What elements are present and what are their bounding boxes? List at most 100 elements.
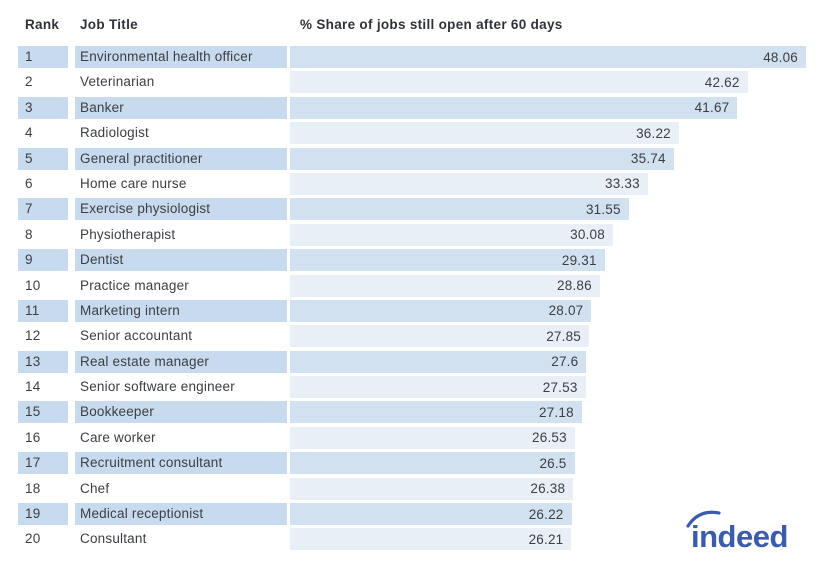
value-bar: 27.53 bbox=[290, 376, 586, 399]
rank-cell: 12 bbox=[25, 328, 41, 344]
value-bar: 29.31 bbox=[290, 249, 605, 272]
rank-cell: 18 bbox=[25, 480, 41, 496]
job-title-cell: Environmental health officer bbox=[75, 46, 287, 68]
rank-cell: 4 bbox=[25, 125, 33, 141]
value-bar: 35.74 bbox=[290, 147, 674, 170]
value-bar: 41.67 bbox=[290, 96, 738, 119]
rank-cell: 11 bbox=[18, 299, 68, 322]
value-label: 29.31 bbox=[561, 252, 597, 268]
logo-wordmark: indeed bbox=[691, 519, 788, 554]
table-row: 6 Home care nurse 33.33 bbox=[18, 172, 806, 195]
value-bar: 30.08 bbox=[290, 223, 613, 246]
bar-track: 26.38 bbox=[290, 477, 806, 500]
bar-track: 48.06 bbox=[290, 46, 806, 68]
bar-track: 27.53 bbox=[290, 376, 806, 399]
rank-cell: 2 bbox=[25, 74, 33, 90]
value-label: 27.85 bbox=[546, 328, 581, 344]
value-label: 41.67 bbox=[694, 100, 730, 116]
job-title-cell: Practice manager bbox=[80, 277, 189, 293]
bar-track: 36.22 bbox=[290, 122, 806, 145]
logo-swoosh-icon bbox=[686, 510, 721, 528]
bar-track: 41.67 bbox=[290, 96, 806, 119]
value-bar: 27.85 bbox=[290, 325, 589, 348]
job-title-cell: Exercise physiologist bbox=[75, 198, 287, 221]
rank-cell: 10 bbox=[25, 277, 41, 293]
job-title-cell: Marketing intern bbox=[75, 299, 287, 322]
job-title-cell: Recruitment consultant bbox=[75, 452, 287, 475]
job-title-header: Job Title bbox=[80, 17, 138, 32]
table-row: 16 Care worker 26.53 bbox=[18, 426, 806, 449]
bar-track: 42.62 bbox=[290, 71, 806, 94]
value-label: 33.33 bbox=[605, 176, 640, 192]
value-label: 42.62 bbox=[704, 74, 740, 90]
value-label: 26.5 bbox=[539, 455, 567, 471]
chart-rows: 1 Environmental health officer 48.06 2 V… bbox=[18, 46, 806, 554]
table-row: 15 Bookkeeper 27.18 bbox=[18, 401, 806, 424]
rank-header: Rank bbox=[25, 17, 60, 32]
table-row: 9 Dentist 29.31 bbox=[18, 249, 806, 272]
rank-cell: 17 bbox=[18, 452, 68, 475]
bar-track: 26.22 bbox=[290, 503, 806, 526]
bar-track: 33.33 bbox=[290, 172, 806, 195]
indeed-logo: indeed bbox=[681, 504, 809, 556]
value-label: 27.53 bbox=[542, 379, 578, 395]
table-row: 4 Radiologist 36.22 bbox=[18, 122, 806, 145]
value-bar: 26.22 bbox=[290, 503, 572, 526]
job-title-cell: Consultant bbox=[80, 531, 147, 547]
table-row: 7 Exercise physiologist 31.55 bbox=[18, 198, 806, 221]
value-bar: 26.5 bbox=[290, 452, 575, 475]
job-title-cell: Radiologist bbox=[80, 125, 149, 141]
job-title-cell: Banker bbox=[75, 96, 287, 119]
value-label: 36.22 bbox=[636, 125, 671, 141]
rank-cell: 9 bbox=[18, 249, 68, 272]
value-bar: 42.62 bbox=[290, 71, 748, 94]
table-row: 10 Practice manager 28.86 bbox=[18, 274, 806, 297]
table-row: 20 Consultant 26.21 bbox=[18, 528, 806, 551]
rank-cell: 13 bbox=[18, 350, 68, 373]
bar-track: 26.5 bbox=[290, 452, 806, 475]
job-title-cell: Chef bbox=[80, 480, 110, 496]
table-row: 8 Physiotherapist 30.08 bbox=[18, 223, 806, 246]
table-row: 1 Environmental health officer 48.06 bbox=[18, 46, 806, 68]
value-bar: 48.06 bbox=[290, 46, 806, 68]
job-title-cell: General practitioner bbox=[75, 147, 287, 170]
rank-cell: 3 bbox=[18, 96, 68, 119]
value-label: 26.21 bbox=[528, 531, 564, 547]
rank-cell: 7 bbox=[18, 198, 68, 221]
bar-track: 28.07 bbox=[290, 299, 806, 322]
bar-track: 30.08 bbox=[290, 223, 806, 246]
table-row: 18 Chef 26.38 bbox=[18, 477, 806, 500]
job-title-cell: Care worker bbox=[80, 429, 156, 445]
value-label: 26.22 bbox=[528, 506, 564, 522]
job-title-cell: Bookkeeper bbox=[75, 401, 287, 424]
rank-cell: 5 bbox=[18, 147, 68, 170]
rank-cell: 16 bbox=[25, 429, 41, 445]
table-row: 12 Senior accountant 27.85 bbox=[18, 325, 806, 348]
value-label: 26.53 bbox=[532, 430, 567, 446]
table-row: 14 Senior software engineer 27.53 bbox=[18, 376, 806, 399]
rank-cell: 14 bbox=[25, 379, 41, 395]
job-title-cell: Dentist bbox=[75, 249, 287, 272]
bar-track: 27.85 bbox=[290, 325, 806, 348]
value-bar: 27.18 bbox=[290, 401, 582, 424]
table-row: 2 Veterinarian 42.62 bbox=[18, 71, 806, 94]
bar-track: 26.21 bbox=[290, 528, 806, 551]
job-title-cell: Senior software engineer bbox=[80, 379, 235, 395]
job-title-cell: Real estate manager bbox=[75, 350, 287, 373]
bar-track: 31.55 bbox=[290, 198, 806, 221]
rank-cell: 8 bbox=[25, 226, 33, 242]
bar-track: 27.18 bbox=[290, 401, 806, 424]
value-label: 48.06 bbox=[763, 49, 798, 65]
value-bar: 26.38 bbox=[290, 477, 574, 500]
indeed-logo-graphic: indeed bbox=[686, 510, 788, 554]
table-row: 13 Real estate manager 27.6 bbox=[18, 350, 806, 373]
value-bar: 28.07 bbox=[290, 299, 592, 322]
bar-track: 26.53 bbox=[290, 426, 806, 449]
value-label: 27.18 bbox=[539, 404, 574, 420]
value-bar: 27.6 bbox=[290, 350, 587, 373]
job-title-cell: Home care nurse bbox=[80, 175, 187, 191]
table-header: Rank Job Title % Share of jobs still ope… bbox=[18, 16, 563, 34]
job-title-cell: Veterinarian bbox=[80, 74, 155, 90]
value-label: 31.55 bbox=[585, 201, 621, 217]
job-title-cell: Senior accountant bbox=[80, 328, 193, 344]
